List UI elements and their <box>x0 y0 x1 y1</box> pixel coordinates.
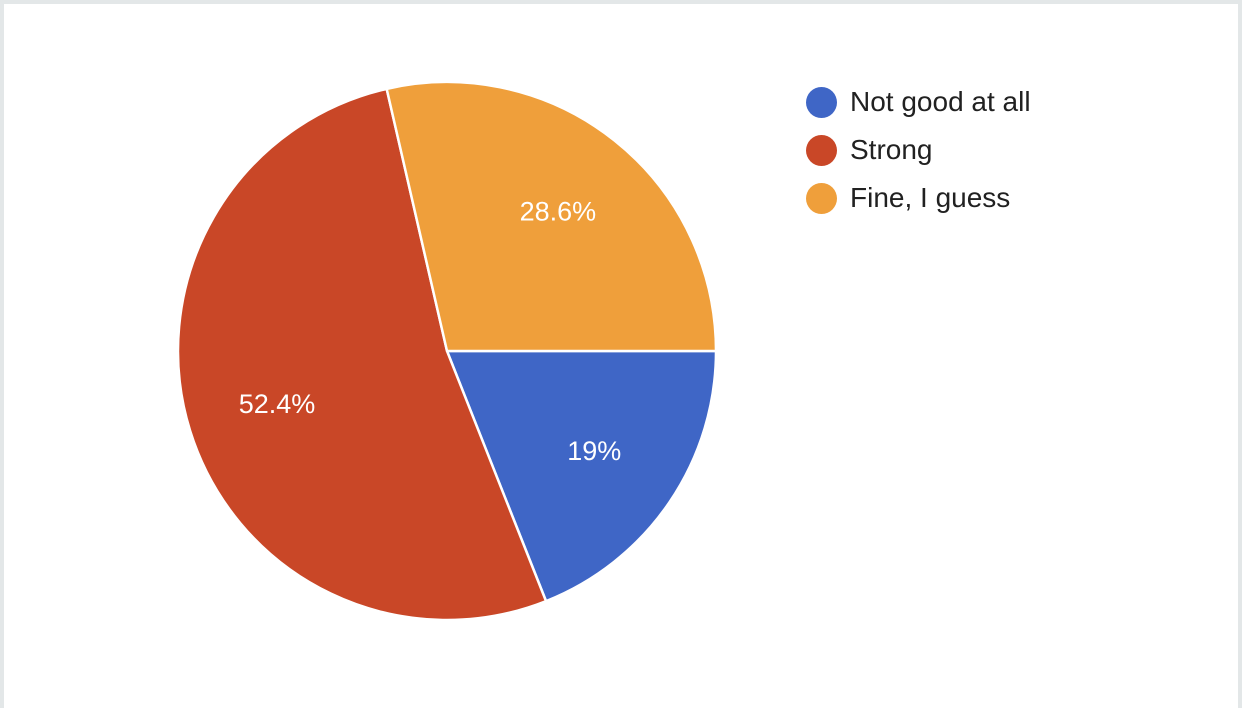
pie-slice-2[interactable] <box>385 80 718 353</box>
legend-label: Fine, I guess <box>850 182 1011 213</box>
pie-slice-label-0: 19% <box>567 436 621 466</box>
pie-slice-label-2: 28.6% <box>520 197 597 227</box>
pie-slice-label-1: 52.4% <box>239 389 316 419</box>
legend-swatch-icon <box>806 134 837 166</box>
legend-label: Strong <box>850 134 933 165</box>
legend-item-2[interactable]: Fine, I guess <box>806 174 1031 222</box>
legend-swatch-icon <box>806 86 837 118</box>
legend-label: Not good at all <box>850 86 1031 117</box>
pie-slice-1[interactable] <box>176 87 548 622</box>
chart-legend: Not good at all Strong Fine, I guess <box>806 78 1031 222</box>
pie-slices <box>176 80 718 622</box>
legend-swatch-icon <box>806 182 837 214</box>
pie-slice-labels: 19% 52.4% 28.6% <box>239 197 621 466</box>
legend-item-0[interactable]: Not good at all <box>806 78 1031 126</box>
pie-slice-0[interactable] <box>445 349 718 603</box>
legend-item-1[interactable]: Strong <box>806 126 1031 174</box>
